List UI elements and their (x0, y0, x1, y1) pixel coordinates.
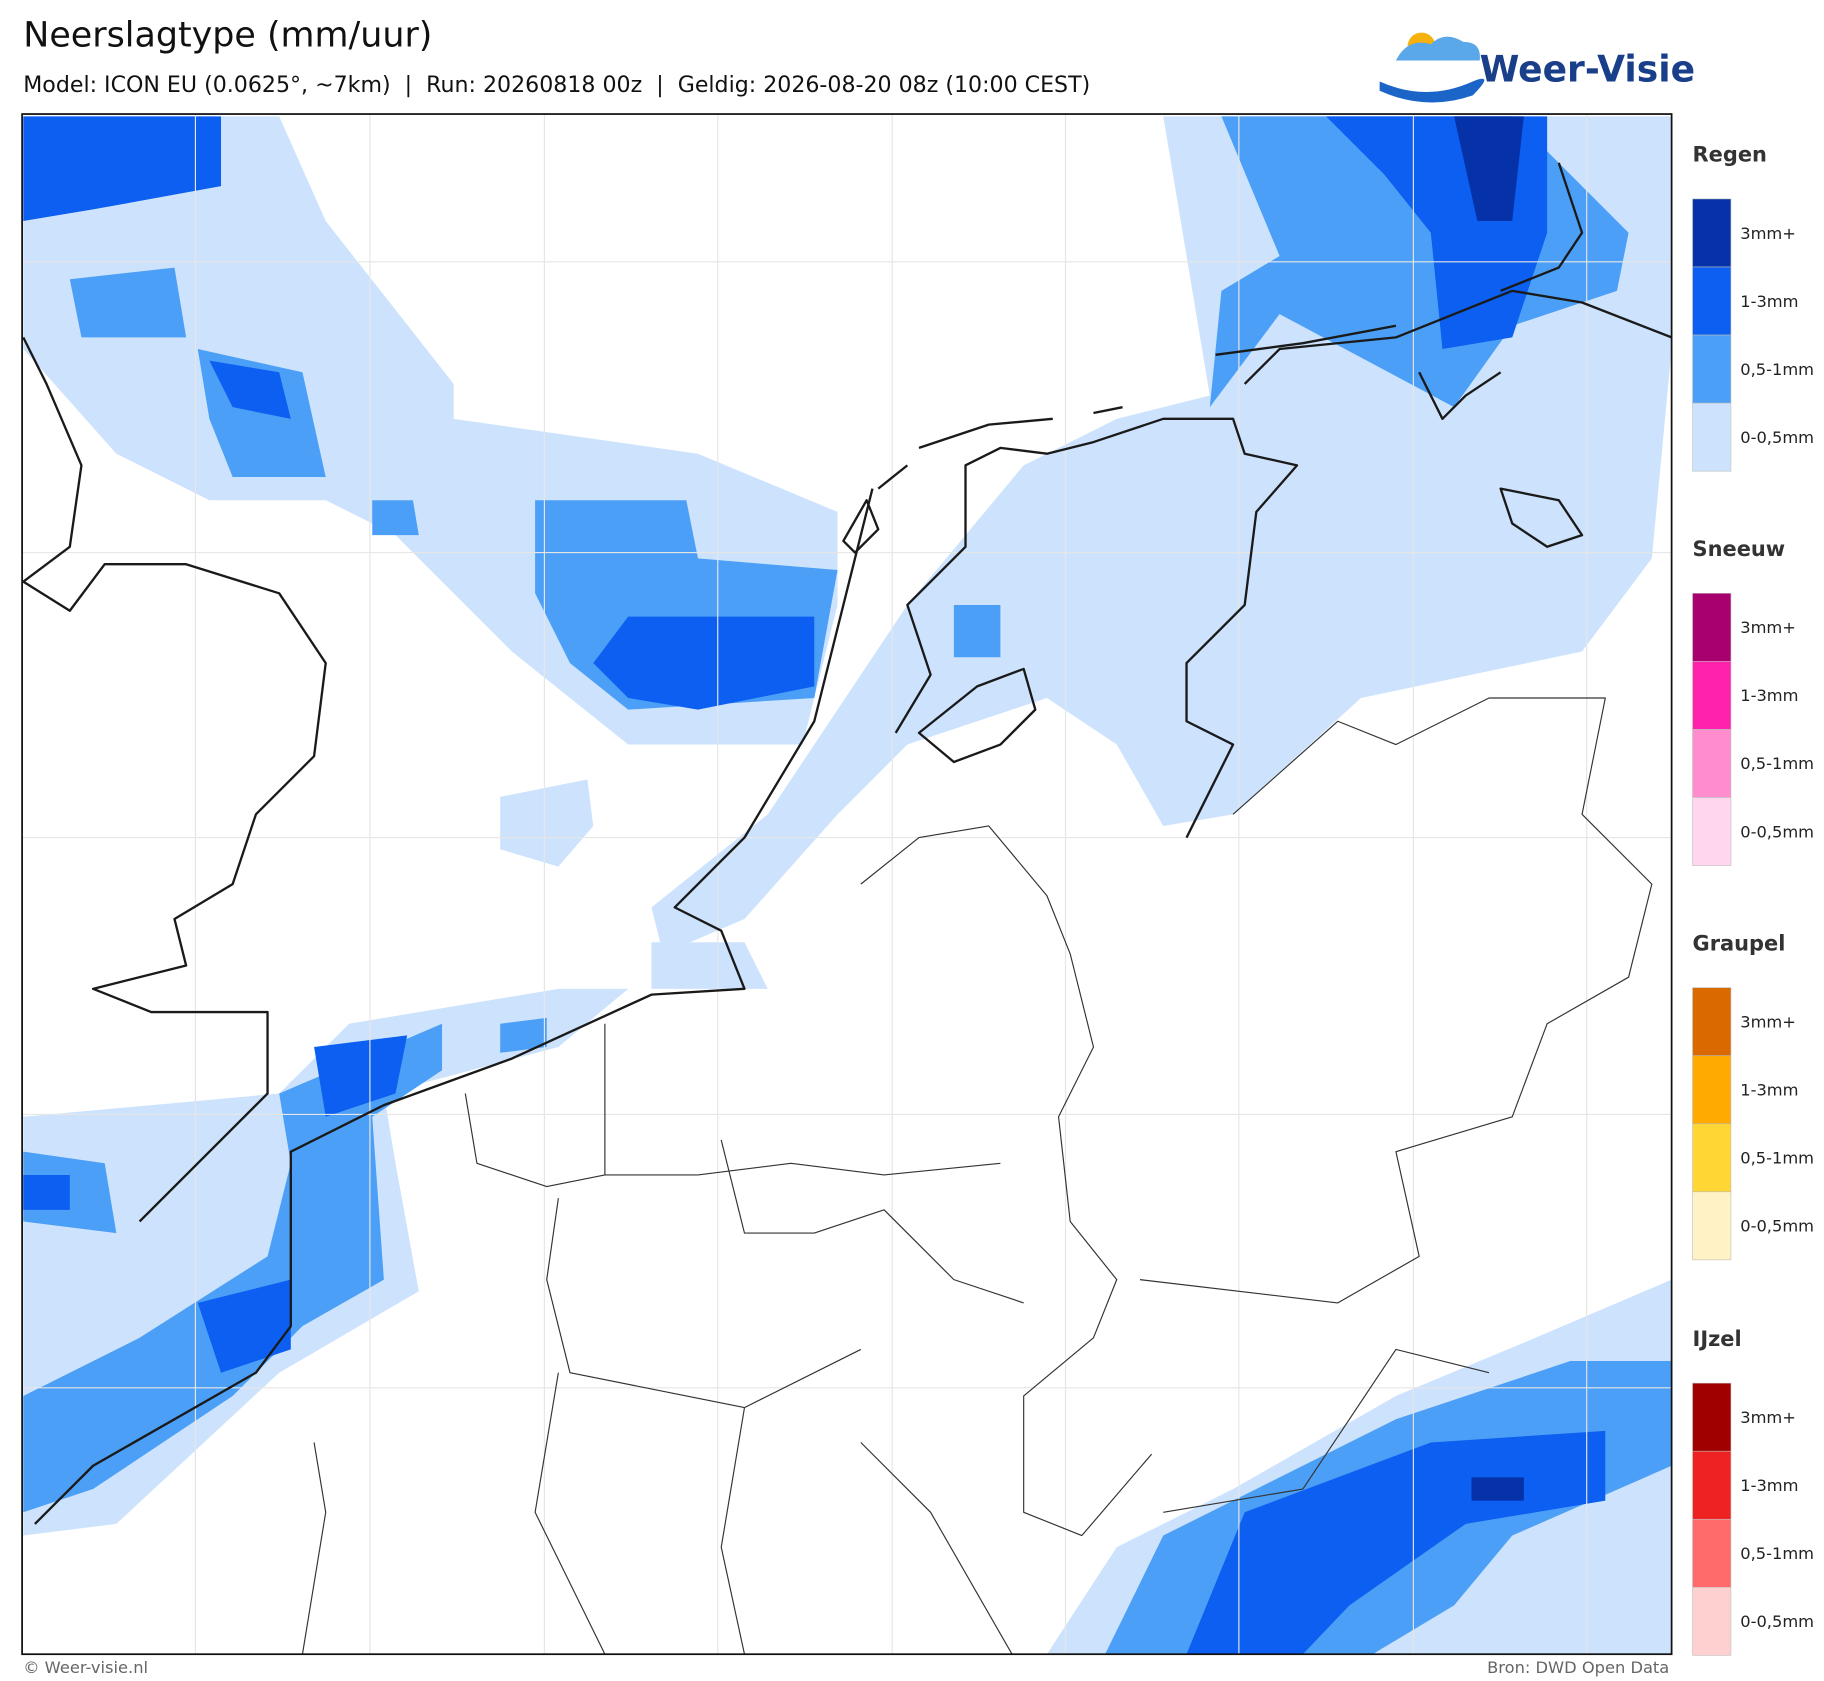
legend-swatch (1692, 661, 1732, 730)
legend-label: 1-3mm (1740, 1476, 1798, 1495)
rain-area (23, 1035, 408, 1373)
coastlines (22, 162, 1673, 1525)
legend-swatch (1692, 1382, 1732, 1452)
legend-swatch (1692, 198, 1732, 268)
coastline (894, 417, 1299, 839)
borders (301, 697, 1653, 1655)
map-frame (21, 113, 1673, 1656)
border (464, 1023, 1024, 1409)
logo-icon (1379, 32, 1485, 103)
rain-area (500, 779, 768, 989)
precipitation (23, 116, 1672, 1655)
legend-label: 3mm+ (1740, 224, 1796, 243)
legend-label: 0-0,5mm (1740, 1612, 1814, 1631)
legend-label: 1-3mm (1740, 292, 1798, 311)
coastline (1243, 162, 1673, 420)
coastline (34, 488, 874, 1525)
legend-swatch (1692, 987, 1732, 1056)
legend-swatch (1692, 593, 1732, 662)
border (860, 825, 1153, 1537)
legend-title: Graupel (1693, 931, 1786, 955)
legend-label: 1-3mm (1740, 686, 1798, 705)
legend-title: Regen (1693, 143, 1767, 167)
logo: Weer-Visie (1379, 32, 1695, 103)
border (301, 1372, 1013, 1655)
legend-swatch (1692, 1055, 1732, 1125)
logo-wave (1379, 78, 1485, 103)
rain-area (23, 1017, 547, 1513)
coastline (917, 667, 1037, 764)
legend-swatch (1692, 1191, 1732, 1261)
footer-source: Bron: DWD Open Data (1487, 1658, 1669, 1677)
legend-label: 3mm+ (1740, 618, 1796, 637)
legend-swatch (1692, 729, 1732, 798)
legend-swatch (1692, 1450, 1732, 1520)
legend-label: 3mm+ (1740, 1408, 1796, 1427)
legend-label: 1-3mm (1740, 1081, 1798, 1100)
legend-swatch (1692, 1518, 1732, 1588)
legend-label: 0,5-1mm (1740, 1544, 1814, 1563)
logo-cloud (1395, 36, 1480, 61)
legend-label: 0,5-1mm (1740, 360, 1814, 379)
coastline (842, 324, 1584, 554)
legend-swatch (1692, 334, 1732, 404)
legend-label: 0,5-1mm (1740, 754, 1814, 773)
logo-text: Weer-Visie (1480, 48, 1695, 90)
rain-area (23, 116, 815, 710)
legend-swatch (1692, 266, 1732, 336)
legend: Regen 3mm+ 1-3mm 0,5-1mm 0-0,5mm Sneeuw 3mm+ 1-… (1692, 143, 1814, 1656)
coastline (22, 336, 327, 1223)
legend-label: 0-0,5mm (1740, 428, 1814, 447)
legend-label: 0-0,5mm (1740, 1217, 1814, 1236)
legend-label: 0-0,5mm (1740, 822, 1814, 841)
graticule (22, 114, 1672, 1655)
subtitle: Model: ICON EU (0.0625°, ~7km) | Run: 20… (23, 72, 1090, 98)
rain-area (1471, 1477, 1524, 1501)
footer-credit: © Weer-visie.nl (23, 1658, 148, 1677)
legend-swatch (1692, 1587, 1732, 1656)
grid-line (22, 114, 1672, 1655)
legend-swatch (1692, 402, 1732, 472)
map (21, 113, 1673, 1656)
rain-area (1454, 116, 1524, 222)
legend-swatch (1692, 1123, 1732, 1193)
legend-title: Sneeuw (1693, 537, 1786, 561)
legend-label: 0,5-1mm (1740, 1149, 1814, 1168)
legend-title: IJzel (1693, 1327, 1742, 1351)
border (1139, 697, 1653, 1513)
legend-label: 3mm+ (1740, 1012, 1796, 1031)
legend-swatch (1692, 797, 1732, 866)
title: Neerslagtype (mm/uur) (23, 16, 432, 56)
